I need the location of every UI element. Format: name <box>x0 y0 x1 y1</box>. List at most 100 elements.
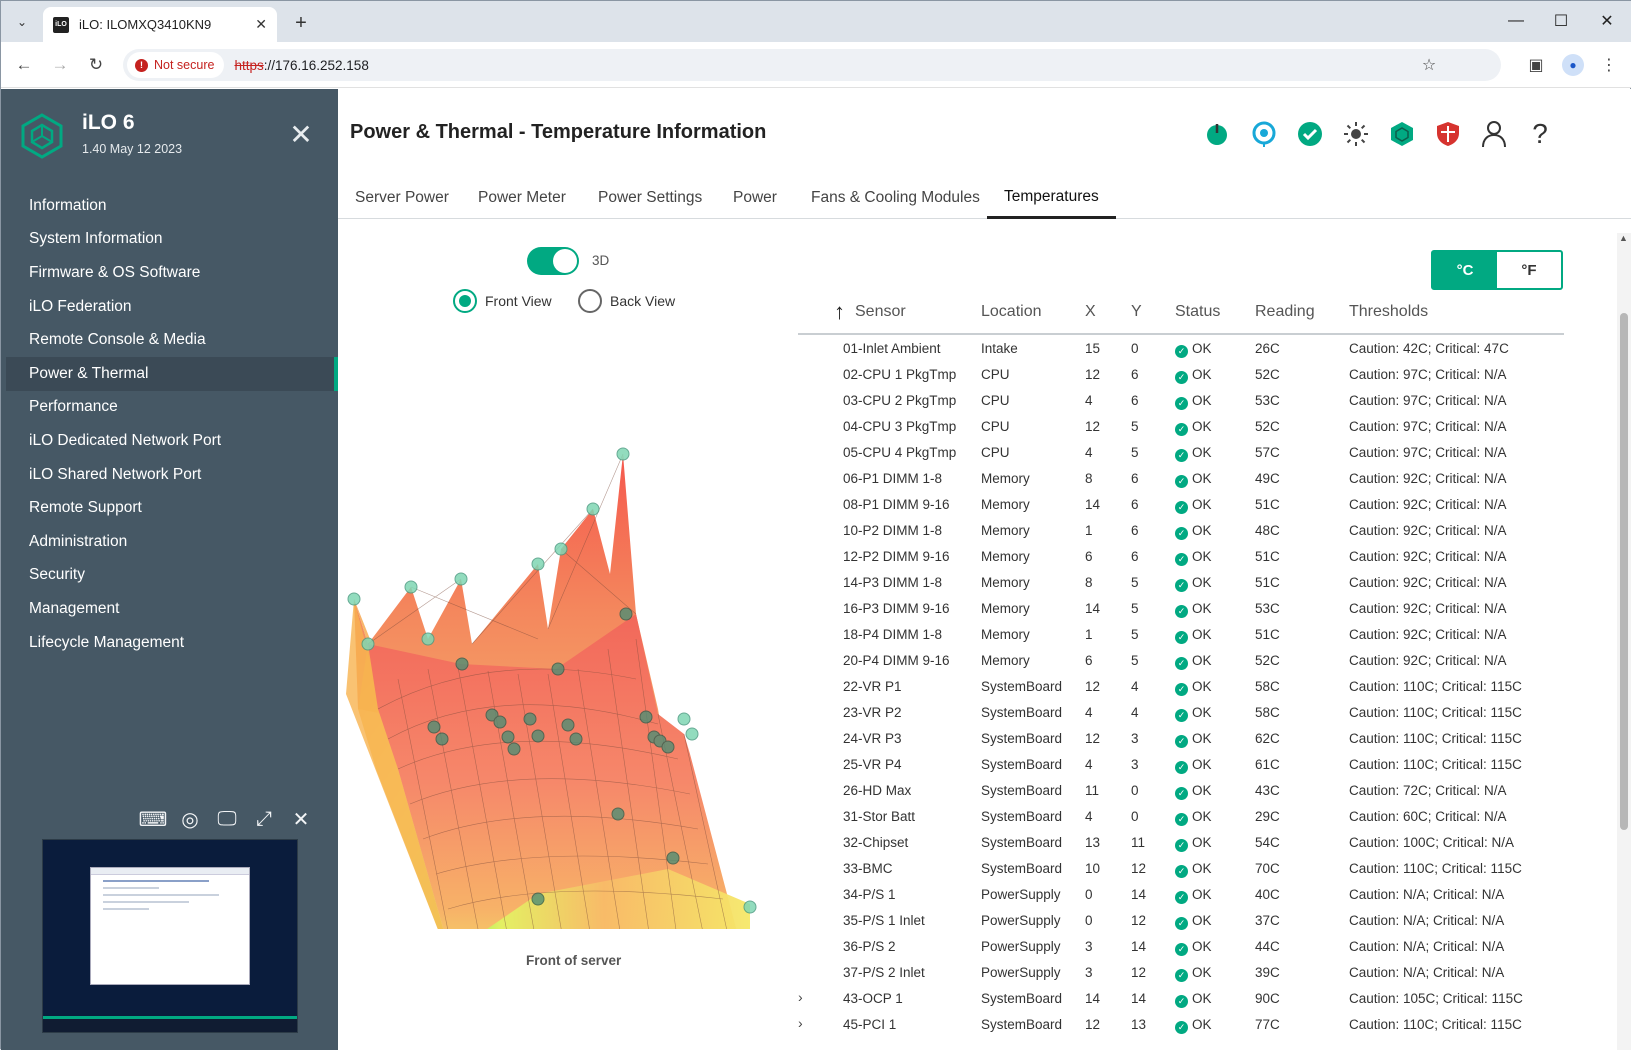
browser-tab[interactable]: iLO iLO: ILOMXQ3410KN9 ✕ <box>43 7 277 42</box>
table-row[interactable]: 37-P/S 2 Inlet PowerSupply 3 12 ✓ OK 39C Cautio… <box>798 960 1564 986</box>
temperature-3d-map[interactable] <box>338 349 778 929</box>
table-row[interactable]: 31-Stor Batt SystemBoard 4 0 ✓ OK 29C Caution: … <box>798 804 1564 830</box>
table-row[interactable]: › 45-PCI 1 SystemBoard 12 13 ✓ OK 77C Caution: 1… <box>798 1012 1564 1038</box>
table-row[interactable]: 14-P3 DIMM 1-8 Memory 8 5 ✓ OK 51C Caution: 92C… <box>798 570 1564 596</box>
fahrenheit-button[interactable]: °F <box>1521 261 1537 279</box>
table-row[interactable]: 02-CPU 1 PkgTmp CPU 12 6 ✓ OK 52C Caution: 97C;… <box>798 362 1564 388</box>
column-y[interactable]: Y <box>1131 303 1142 320</box>
sidebar-item-administration[interactable]: Administration <box>29 532 128 550</box>
scrollbar-thumb[interactable] <box>1620 313 1628 830</box>
forward-arrow-icon[interactable]: → <box>51 55 69 74</box>
sidebar-item-performance[interactable]: Performance <box>29 398 118 416</box>
table-row[interactable]: 20-P4 DIMM 9-16 Memory 6 5 ✓ OK 52C Caution: 92… <box>798 648 1564 674</box>
virtual-media-disc-icon[interactable]: ◎ <box>181 808 199 831</box>
column-sensor[interactable]: Sensor <box>855 303 906 320</box>
sidebar-item-dedicated-network[interactable]: iLO Dedicated Network Port <box>29 431 222 449</box>
maximize-icon[interactable]: ☐ <box>1553 13 1569 30</box>
health-ok-icon[interactable] <box>1295 119 1325 149</box>
table-row[interactable]: 18-P4 DIMM 1-8 Memory 1 5 ✓ OK 51C Caution: 92C… <box>798 622 1564 648</box>
bookmark-star-icon[interactable]: ☆ <box>1421 57 1437 74</box>
column-location[interactable]: Location <box>981 303 1042 320</box>
front-view-radio[interactable]: Front View <box>453 289 552 313</box>
sidebar-item-remote-support[interactable]: Remote Support <box>29 499 142 517</box>
cell-reading: 51C <box>1255 549 1280 564</box>
table-row[interactable]: › 43-OCP 1 SystemBoard 14 14 ✓ OK 90C Caution: 1… <box>798 986 1564 1012</box>
sidebar-item-management[interactable]: Management <box>29 599 120 617</box>
table-row[interactable]: 10-P2 DIMM 1-8 Memory 1 6 ✓ OK 48C Caution: 92C… <box>798 518 1564 544</box>
expand-chevron-icon[interactable]: › <box>798 989 803 1005</box>
scroll-up-arrow-icon[interactable]: ▲ <box>1619 233 1628 243</box>
tab-power-meter[interactable]: Power Meter <box>478 189 566 206</box>
table-row[interactable]: 36-P/S 2 PowerSupply 3 14 ✓ OK 44C Caution: N/A… <box>798 934 1564 960</box>
table-row[interactable]: 35-P/S 1 Inlet PowerSupply 0 12 ✓ OK 37C Cautio… <box>798 908 1564 934</box>
sidebar-item-shared-network[interactable]: iLO Shared Network Port <box>29 465 202 483</box>
keyboard-icon[interactable]: ⌨ <box>138 808 168 831</box>
reload-icon[interactable]: ↻ <box>88 55 104 74</box>
sidebar-close-icon[interactable]: ✕ <box>289 118 313 150</box>
cell-thresholds: Caution: 97C; Critical: N/A <box>1349 419 1507 434</box>
sidebar-item-federation[interactable]: iLO Federation <box>29 297 132 315</box>
table-row[interactable]: 25-VR P4 SystemBoard 4 3 ✓ OK 61C Caution: 110C… <box>798 752 1564 778</box>
more-menu-icon[interactable]: ⋮ <box>1601 57 1617 74</box>
table-row[interactable]: 23-VR P2 SystemBoard 4 4 ✓ OK 58C Caution: 110C… <box>798 700 1564 726</box>
new-tab-plus-icon[interactable]: + <box>295 11 307 34</box>
tab-search-chevron-icon[interactable]: ⌄ <box>16 15 28 29</box>
table-row[interactable]: 06-P1 DIMM 1-8 Memory 8 6 ✓ OK 49C Caution: 92C… <box>798 466 1564 492</box>
celsius-button[interactable]: °C <box>1433 252 1497 288</box>
sidebar-item-security[interactable]: Security <box>29 566 85 584</box>
ilo-hex-icon[interactable] <box>1387 119 1417 149</box>
sidebar-item-information[interactable]: Information <box>29 196 107 214</box>
scrollbar[interactable]: ▲ <box>1617 233 1631 1050</box>
tab-server-power[interactable]: Server Power <box>355 189 449 206</box>
column-status[interactable]: Status <box>1175 303 1221 320</box>
address-bar[interactable]: ! Not secure https://176.16.252.158 ☆ <box>123 49 1501 81</box>
expand-chevron-icon[interactable]: › <box>798 1015 803 1031</box>
sidebar-item-remote-console[interactable]: Remote Console & Media <box>29 331 206 349</box>
user-icon[interactable] <box>1479 119 1509 149</box>
side-panel-icon[interactable]: ▣ <box>1528 57 1544 74</box>
tab-power-settings[interactable]: Power Settings <box>598 189 703 206</box>
tab-close-icon[interactable]: ✕ <box>255 16 267 32</box>
column-thresholds[interactable]: Thresholds <box>1349 303 1429 320</box>
table-row[interactable]: 24-VR P3 SystemBoard 12 3 ✓ OK 62C Caution: 110… <box>798 726 1564 752</box>
column-reading[interactable]: Reading <box>1255 303 1315 320</box>
uid-icon[interactable] <box>1249 119 1279 149</box>
sidebar-item-firmware[interactable]: Firmware & OS Software <box>29 263 201 281</box>
table-row[interactable]: 34-P/S 1 PowerSupply 0 14 ✓ OK 40C Caution: N/A… <box>798 882 1564 908</box>
sort-ascending-arrow-icon[interactable]: ↑ <box>834 299 845 324</box>
window-close-icon[interactable]: ✕ <box>1600 13 1614 30</box>
table-row[interactable]: 03-CPU 2 PkgTmp CPU 4 6 ✓ OK 53C Caution: 97C; … <box>798 388 1564 414</box>
tab-power[interactable]: Power <box>733 189 777 206</box>
table-row[interactable]: 16-P3 DIMM 9-16 Memory 14 5 ✓ OK 53C Caution: 9… <box>798 596 1564 622</box>
help-icon[interactable]: ? <box>1532 118 1548 149</box>
3d-toggle[interactable] <box>527 247 579 275</box>
brightness-icon[interactable] <box>1341 119 1371 149</box>
sidebar-item-system-information[interactable]: System Information <box>29 230 163 248</box>
remote-console-thumbnail[interactable] <box>42 839 298 1033</box>
sidebar-item-power-thermal[interactable]: Power & Thermal <box>6 356 338 391</box>
not-secure-chip[interactable]: ! Not secure <box>127 52 225 78</box>
table-row[interactable]: 32-Chipset SystemBoard 13 11 ✓ OK 54C Caution: … <box>798 830 1564 856</box>
security-shield-icon[interactable] <box>1433 119 1463 149</box>
table-row[interactable]: 33-BMC SystemBoard 10 12 ✓ OK 70C Caution: 110C… <box>798 856 1564 882</box>
sidebar-item-lifecycle[interactable]: Lifecycle Management <box>29 633 185 651</box>
column-x[interactable]: X <box>1085 303 1096 320</box>
url-text[interactable]: https://176.16.252.158 <box>234 58 368 73</box>
profile-avatar-icon[interactable]: ● <box>1562 54 1584 76</box>
expand-icon[interactable]: ⤢ <box>256 807 272 830</box>
back-arrow-icon[interactable]: ← <box>15 55 33 74</box>
table-row[interactable]: 04-CPU 3 PkgTmp CPU 12 5 ✓ OK 52C Caution: 97C;… <box>798 414 1564 440</box>
tab-temperatures[interactable]: Temperatures <box>987 177 1116 219</box>
minimize-icon[interactable]: — <box>1508 12 1524 29</box>
tab-fans-cooling[interactable]: Fans & Cooling Modules <box>811 189 980 206</box>
console-close-icon[interactable]: ✕ <box>292 808 310 831</box>
monitor-icon[interactable]: 🖵 <box>217 807 237 830</box>
table-row[interactable]: 05-CPU 4 PkgTmp CPU 4 5 ✓ OK 57C Caution: 97C; … <box>798 440 1564 466</box>
table-row[interactable]: 22-VR P1 SystemBoard 12 4 ✓ OK 58C Caution: 110… <box>798 674 1564 700</box>
table-row[interactable]: 01-Inlet Ambient Intake 15 0 ✓ OK 26C Caution: … <box>798 336 1564 362</box>
table-row[interactable]: 26-HD Max SystemBoard 11 0 ✓ OK 43C Caution: 72… <box>798 778 1564 804</box>
power-icon[interactable] <box>1202 119 1232 149</box>
table-row[interactable]: 12-P2 DIMM 9-16 Memory 6 6 ✓ OK 51C Caution: 92… <box>798 544 1564 570</box>
back-view-radio[interactable]: Back View <box>578 289 675 313</box>
table-row[interactable]: 08-P1 DIMM 9-16 Memory 14 6 ✓ OK 51C Caution: 9… <box>798 492 1564 518</box>
